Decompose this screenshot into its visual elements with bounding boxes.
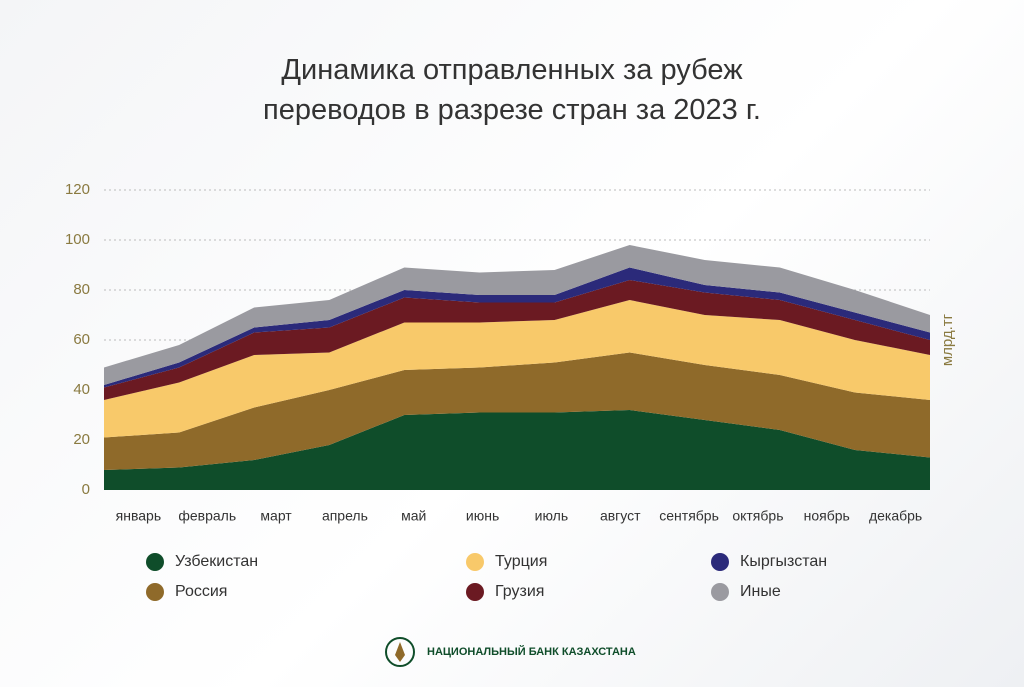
y-tick-label: 20: [73, 431, 90, 448]
legend-label: Узбекистан: [175, 553, 258, 570]
logo-mark: [395, 642, 405, 662]
legend-label: Россия: [175, 583, 227, 600]
x-tick-label: июнь: [466, 508, 499, 524]
chart-title: Динамика отправленных за рубеж переводов…: [263, 54, 761, 126]
footer: НАЦИОНАЛЬНЫЙ БАНК КАЗАХСТАНА: [427, 645, 636, 658]
legend-label: Кыргызстан: [740, 553, 827, 570]
area: [104, 300, 930, 438]
area: [104, 410, 930, 490]
x-tick-label: май: [401, 508, 426, 524]
legend-swatch: [466, 583, 484, 601]
x-tick-label: апрель: [322, 508, 368, 524]
x-tick-label: октябрь: [732, 508, 783, 524]
x-tick-label: январь: [116, 508, 161, 524]
legend-label: Иные: [740, 583, 781, 600]
y-tick-label: 40: [73, 381, 90, 398]
x-tick-label: июль: [535, 508, 568, 524]
x-tick-label: декабрь: [869, 508, 922, 524]
logo: [385, 637, 415, 667]
y-tick-label: 120: [65, 181, 90, 198]
y-tick-label: 60: [73, 331, 90, 348]
y-tick-label: 0: [82, 481, 90, 498]
area: [104, 267, 930, 388]
legend-label: Грузия: [495, 583, 544, 600]
legend-swatch: [711, 553, 729, 571]
legend-swatch: [466, 553, 484, 571]
x-tick-label: сентябрь: [659, 508, 719, 524]
area: [104, 352, 930, 470]
legend-label: Турция: [495, 553, 547, 570]
x-tick-label: ноябрь: [804, 508, 850, 524]
legend-swatch: [146, 553, 164, 571]
x-tick-label: август: [600, 508, 641, 524]
x-tick-label: февраль: [178, 508, 236, 524]
legend-swatch: [711, 583, 729, 601]
area: [104, 280, 930, 400]
y-tick-label: 80: [73, 281, 90, 298]
area: [104, 245, 930, 385]
y-axis-label: млрд.тг: [939, 313, 956, 366]
legend-swatch: [146, 583, 164, 601]
x-tick-label: март: [260, 508, 292, 524]
y-tick-label: 100: [65, 231, 90, 248]
